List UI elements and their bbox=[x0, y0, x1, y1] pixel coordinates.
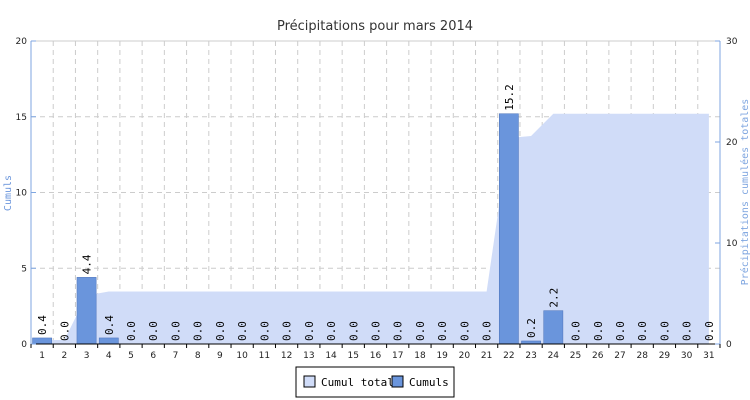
bar-label-day-7: 0.0 bbox=[169, 321, 182, 341]
bar-label-day-18: 0.0 bbox=[414, 321, 427, 341]
x-tick-label: 22 bbox=[503, 351, 514, 361]
legend-swatch-cumul-total bbox=[303, 375, 316, 388]
legend-label-cumul-total: Cumul total bbox=[321, 376, 394, 389]
x-tick-label: 6 bbox=[150, 351, 156, 361]
y-axis-title: Cumuls bbox=[3, 175, 14, 211]
x-tick-label: 17 bbox=[392, 351, 403, 361]
legend: Cumul total Cumuls bbox=[295, 366, 455, 398]
x-tick-label: 28 bbox=[636, 351, 648, 361]
y-tick-label: 0 bbox=[21, 340, 27, 350]
bar-label-day-2: 0.0 bbox=[58, 321, 71, 341]
cumul-total-area bbox=[42, 113, 709, 344]
y-tick-label: 10 bbox=[16, 189, 28, 199]
x-tick-label: 11 bbox=[259, 351, 270, 361]
bar-label-day-30: 0.0 bbox=[681, 321, 694, 341]
cumul-total-area-shape bbox=[42, 113, 709, 344]
x-tick-label: 12 bbox=[281, 351, 292, 361]
bar-label-day-14: 0.0 bbox=[325, 321, 338, 341]
bar-label-day-28: 0.0 bbox=[636, 321, 649, 341]
x-tick-label: 20 bbox=[459, 351, 471, 361]
x-tick-label: 27 bbox=[614, 351, 625, 361]
y-tick-label: 20 bbox=[16, 37, 28, 47]
bar-day-24 bbox=[543, 310, 564, 345]
y2-tick-label: 30 bbox=[726, 37, 738, 47]
x-tick-label: 4 bbox=[106, 351, 112, 361]
x-tick-label: 3 bbox=[84, 351, 90, 361]
x-tick-label: 10 bbox=[236, 351, 248, 361]
bar-label-day-27: 0.0 bbox=[614, 321, 627, 341]
x-tick-label: 16 bbox=[370, 351, 382, 361]
bar-day-3 bbox=[76, 277, 97, 345]
bar-day-22 bbox=[498, 113, 519, 345]
x-tick-label: 21 bbox=[481, 351, 492, 361]
x-tick-label: 19 bbox=[436, 351, 448, 361]
legend-label-cumuls: Cumuls bbox=[409, 376, 449, 389]
bar-label-day-19: 0.0 bbox=[436, 321, 449, 341]
bar-label-day-22: 15.2 bbox=[503, 84, 516, 111]
bar-label-day-21: 0.0 bbox=[481, 321, 494, 341]
legend-box bbox=[295, 366, 455, 398]
x-tick-label: 29 bbox=[659, 351, 671, 361]
x-tick-label: 9 bbox=[217, 351, 223, 361]
y2-tick-label: 20 bbox=[726, 138, 738, 148]
x-tick-label: 2 bbox=[61, 351, 67, 361]
bar-label-day-11: 0.0 bbox=[258, 321, 271, 341]
y2-tick-label: 10 bbox=[726, 239, 738, 249]
bar-label-day-17: 0.0 bbox=[392, 321, 405, 341]
bar-label-day-6: 0.0 bbox=[147, 321, 160, 341]
bar-label-day-12: 0.0 bbox=[281, 321, 294, 341]
x-tick-label: 24 bbox=[548, 351, 560, 361]
cumuls-bars bbox=[32, 113, 564, 345]
bar-label-day-5: 0.0 bbox=[125, 321, 138, 341]
x-tick-label: 15 bbox=[348, 351, 359, 361]
bar-label-day-25: 0.0 bbox=[570, 321, 583, 341]
x-tick-label: 7 bbox=[173, 351, 179, 361]
x-tick-label: 23 bbox=[525, 351, 536, 361]
bar-day-4 bbox=[98, 337, 119, 345]
chart-title: Précipitations pour mars 2014 bbox=[277, 19, 473, 34]
bar-label-day-10: 0.0 bbox=[236, 321, 249, 341]
y-tick-label: 5 bbox=[21, 264, 27, 274]
y2-tick-label: 0 bbox=[726, 340, 732, 350]
bar-label-day-4: 0.4 bbox=[103, 315, 116, 335]
bar-label-day-8: 0.0 bbox=[192, 321, 205, 341]
x-tick-label: 1 bbox=[39, 351, 45, 361]
bar-label-day-26: 0.0 bbox=[592, 321, 605, 341]
x-tick-label: 14 bbox=[325, 351, 337, 361]
bar-label-day-24: 2.2 bbox=[547, 288, 560, 308]
bar-label-day-29: 0.0 bbox=[658, 321, 671, 341]
bar-label-day-13: 0.0 bbox=[303, 321, 316, 341]
x-tick-label: 13 bbox=[303, 351, 314, 361]
bar-label-day-16: 0.0 bbox=[370, 321, 383, 341]
x-tick-label: 26 bbox=[592, 351, 604, 361]
bar-label-day-1: 0.4 bbox=[36, 315, 49, 335]
bar-data-labels: 0.4 0.0 4.4 0.4 0.0 0.0 0.0 0.0 0.0 0.0 0.0 0.0 0.0 0… bbox=[36, 84, 716, 341]
x-tick-label: 31 bbox=[703, 351, 714, 361]
bar-label-day-3: 4.4 bbox=[81, 254, 94, 274]
bar-day-1 bbox=[32, 337, 52, 345]
bar-label-day-31: 0.0 bbox=[703, 321, 716, 341]
y-tick-label: 15 bbox=[16, 113, 27, 123]
x-tick-label: 18 bbox=[414, 351, 426, 361]
x-tick-label: 30 bbox=[681, 351, 693, 361]
x-tick-label: 5 bbox=[128, 351, 134, 361]
legend-swatch-cumuls bbox=[391, 375, 404, 388]
y2-axis-title: Précipitations cumulées totales bbox=[739, 99, 750, 286]
bar-label-day-15: 0.0 bbox=[347, 321, 360, 341]
x-tick-label: 25 bbox=[570, 351, 581, 361]
x-tick-label: 8 bbox=[195, 351, 201, 361]
bar-label-day-9: 0.0 bbox=[214, 321, 227, 341]
bar-label-day-23: 0.2 bbox=[525, 318, 538, 338]
bar-label-day-20: 0.0 bbox=[458, 321, 471, 341]
